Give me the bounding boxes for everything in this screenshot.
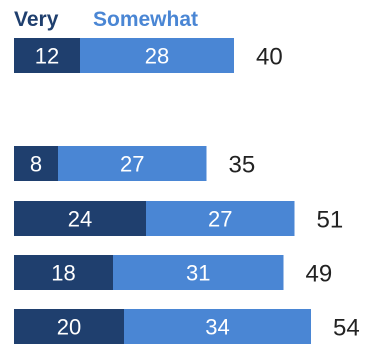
bar-somewhat-4 <box>113 255 284 290</box>
bar-very-4 <box>14 255 113 290</box>
legend-very: Very <box>14 8 59 31</box>
label-very-2: 8 <box>30 152 42 177</box>
legend-somewhat: Somewhat <box>93 8 198 31</box>
bar-very-2 <box>14 146 58 181</box>
bars: 12 28 40 8 27 35 24 27 51 18 31 49 20 34 54 <box>14 38 360 344</box>
label-very-4: 18 <box>51 261 75 286</box>
total-label-3: 51 <box>317 207 344 234</box>
total-label-2: 35 <box>229 152 256 179</box>
label-very-1: 12 <box>35 44 59 69</box>
label-very-5: 20 <box>57 315 81 340</box>
label-somewhat-3: 27 <box>208 207 232 232</box>
label-very-3: 24 <box>68 207 92 232</box>
bar-very-3 <box>14 201 146 236</box>
bar-very-1 <box>14 38 80 73</box>
legend: Very Somewhat <box>14 8 198 31</box>
label-somewhat-5: 34 <box>205 315 229 340</box>
total-label-4: 49 <box>306 261 333 288</box>
bar-somewhat-3 <box>146 201 295 236</box>
bar-somewhat-1 <box>80 38 234 73</box>
label-somewhat-4: 31 <box>186 261 210 286</box>
total-label-5: 54 <box>333 315 360 342</box>
label-somewhat-2: 27 <box>120 152 144 177</box>
bar-somewhat-2 <box>58 146 207 181</box>
total-label-1: 40 <box>256 44 283 71</box>
bar-very-5 <box>14 309 124 344</box>
label-somewhat-1: 28 <box>145 44 169 69</box>
bar-somewhat-5 <box>124 309 311 344</box>
